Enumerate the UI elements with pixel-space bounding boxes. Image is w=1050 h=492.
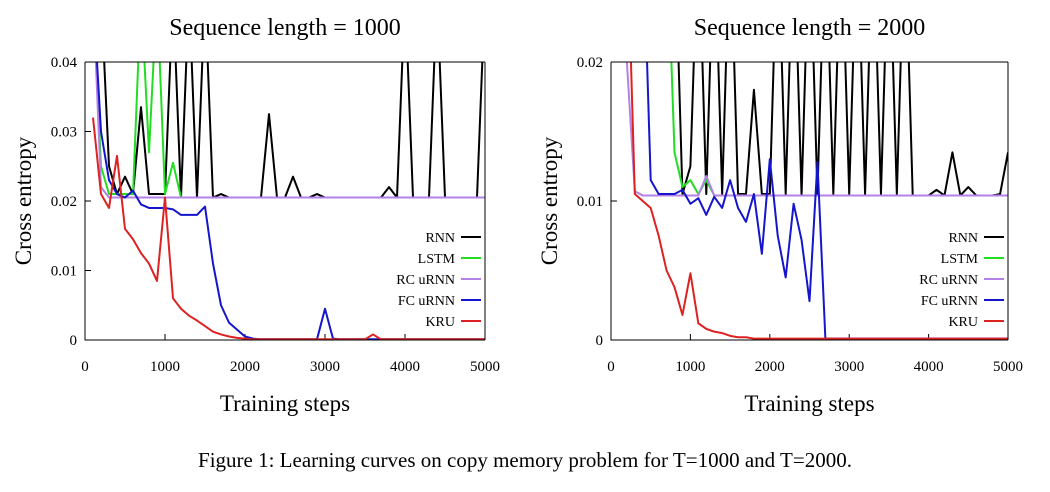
legend-label: RC uRNN [396, 273, 455, 288]
chart: Sequence length = 1000 Training steps Cros… [11, 15, 500, 416]
legend-label: RNN [425, 231, 455, 246]
y-axis-label: Cross entropy [11, 136, 36, 265]
axis-frame [610, 61, 1009, 341]
axis-frame [84, 61, 486, 341]
y-tick-label: 0.02 [577, 55, 603, 71]
y-tick-label: 0.03 [51, 125, 77, 141]
y-axis-label: Cross entropy [537, 136, 562, 265]
x-tick-label: 4000 [914, 359, 944, 375]
legend-label: KRU [425, 315, 455, 330]
y-tick-label: 0.01 [51, 264, 77, 280]
x-tick-label: 2000 [230, 359, 260, 375]
legend-label: FC uRNN [398, 294, 455, 309]
x-tick-label: 2000 [755, 359, 785, 375]
y-tick-label: 0 [596, 333, 604, 349]
legend-label: RC uRNN [919, 273, 978, 288]
legend-label: FC uRNN [921, 294, 978, 309]
x-tick-label: 5000 [993, 359, 1023, 375]
series-line [94, 62, 485, 199]
chart: Sequence length = 2000 Training steps Cros… [537, 15, 1023, 416]
y-tick-label: 0.01 [577, 194, 603, 210]
chart-title: Sequence length = 1000 [169, 15, 400, 41]
legend-label: LSTM [418, 252, 456, 267]
x-tick-label: 5000 [470, 359, 500, 375]
plot-area [625, 62, 1008, 340]
x-tick-label: 1000 [675, 359, 705, 375]
x-axis-label: Training steps [220, 391, 350, 416]
x-tick-label: 1000 [150, 359, 180, 375]
y-tick-label: 0.04 [51, 55, 78, 71]
series-line [95, 62, 485, 340]
caption: Figure 1: Learning curves on copy memory… [198, 448, 852, 472]
plot-area [92, 62, 485, 340]
x-tick-label: 0 [81, 359, 89, 375]
legend-label: LSTM [941, 252, 979, 267]
legend-label: KRU [948, 315, 978, 330]
x-tick-label: 0 [607, 359, 615, 375]
x-tick-label: 3000 [834, 359, 864, 375]
series-line [625, 62, 1008, 197]
y-tick-label: 0.02 [51, 194, 77, 210]
x-tick-label: 3000 [310, 359, 340, 375]
series-line [92, 117, 485, 340]
x-axis-label: Training steps [744, 391, 874, 416]
series-line [629, 62, 1008, 340]
chart-title: Sequence length = 2000 [694, 15, 925, 41]
legend-label: RNN [948, 231, 978, 246]
x-tick-label: 4000 [390, 359, 420, 375]
y-tick-label: 0 [70, 333, 78, 349]
